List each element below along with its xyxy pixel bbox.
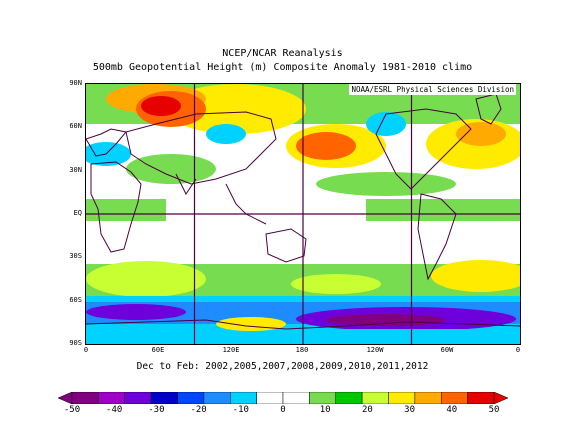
- field-ant-yellow: [216, 317, 286, 331]
- coast-india: [175, 173, 197, 195]
- field-midlat-green: [126, 154, 216, 184]
- field-pac-green: [316, 172, 456, 196]
- colorbar-swatch: [388, 392, 416, 404]
- coast-asia: [125, 111, 277, 185]
- lon-label-60e: 60E: [151, 346, 165, 354]
- coast-southamerica: [417, 193, 457, 281]
- field-arctic-core: [141, 96, 181, 116]
- field-natl-orange: [456, 122, 506, 146]
- field-europe-cyan: [86, 142, 131, 166]
- lon-label-0-end: 0: [515, 346, 521, 354]
- lat-label-30s: 30S: [69, 252, 82, 260]
- map-svg: [86, 84, 520, 344]
- colorbar-swatch: [309, 392, 336, 404]
- chart-title: NCEP/NCAR Reanalysis: [222, 48, 343, 59]
- field-asia-cyan: [206, 124, 246, 144]
- field-alaska-cyan: [366, 112, 406, 136]
- colorbar-swatch: [467, 392, 495, 404]
- coast-europe: [86, 128, 127, 157]
- colorbar-swatch: [230, 392, 257, 404]
- colorbar-tick-label: -50: [63, 405, 81, 415]
- coast-northamerica: [375, 108, 472, 190]
- lat-label-60s: 60S: [69, 296, 82, 304]
- field-sh-yellow-west: [86, 261, 206, 297]
- colorbar-tick-label: -40: [106, 405, 123, 415]
- colorbar-swatch: [441, 392, 468, 404]
- colorbar-swatch: [203, 392, 231, 404]
- field-ant-purple-west: [86, 304, 186, 320]
- colorbar-tick-label: 50: [488, 405, 500, 415]
- lon-label-0: 0: [83, 346, 89, 354]
- lon-label-180: 180: [295, 346, 309, 354]
- lat-label-90s: 90S: [69, 339, 82, 347]
- colorbar-swatch: [335, 392, 363, 404]
- colorbar-tick-label: 30: [404, 405, 416, 415]
- colorbar-swatch: [71, 392, 99, 404]
- field-sh-yellow-east: [431, 260, 520, 292]
- lon-label-120e: 120E: [222, 346, 240, 354]
- lon-label-60w: 60W: [440, 346, 454, 354]
- colorbar-tick-label: -30: [148, 405, 165, 415]
- lon-label-120w: 120W: [366, 346, 384, 354]
- coast-antarctica: [86, 319, 520, 330]
- period-label: Dec to Feb: 2002,2005,2007,2008,2009,201…: [136, 361, 429, 372]
- colorbar-swatch: [256, 392, 284, 404]
- colorbar-swatch: [414, 392, 442, 404]
- colorbar-swatch: [124, 392, 152, 404]
- lat-label-30n: 30N: [69, 166, 82, 174]
- field-sh-yellow-mid: [291, 274, 381, 294]
- lat-label-90n: 90N: [69, 79, 82, 87]
- colorbar-swatch: [282, 392, 310, 404]
- colorbar-tick-label: 10: [319, 405, 331, 415]
- coast-seasia: [225, 183, 267, 225]
- colorbar-swatch: [150, 392, 178, 404]
- anomaly-map: NOAA/ESRL Physical Sciences Division: [85, 83, 521, 345]
- coast-australia: [265, 228, 307, 263]
- credit-label: NOAA/ESRL Physical Sciences Division: [349, 84, 516, 95]
- field-npac-red: [296, 132, 356, 160]
- colorbar-arrow-left: [58, 392, 73, 404]
- colorbar-tick-label: 0: [280, 405, 286, 415]
- colorbar-tick-label: -10: [232, 405, 249, 415]
- coast-africa: [90, 161, 142, 253]
- colorbar: [58, 392, 508, 404]
- grid-lines: [86, 84, 520, 344]
- colorbar-tick-label: 40: [446, 405, 458, 415]
- chart-subtitle: 500mb Geopotential Height (m) Composite …: [92, 62, 473, 73]
- colorbar-tick-label: 20: [361, 405, 373, 415]
- lat-label-60n: 60N: [69, 122, 82, 130]
- colorbar-swatch: [177, 392, 205, 404]
- field-tropics-white2: [171, 194, 241, 224]
- colorbar-swatch: [361, 392, 389, 404]
- field-ant-deep: [326, 314, 446, 326]
- lat-label-eq: EQ: [73, 209, 82, 217]
- colorbar-arrow-right: [493, 392, 508, 404]
- colorbar-tick-label: -20: [190, 405, 207, 415]
- colorbar-swatch: [98, 392, 125, 404]
